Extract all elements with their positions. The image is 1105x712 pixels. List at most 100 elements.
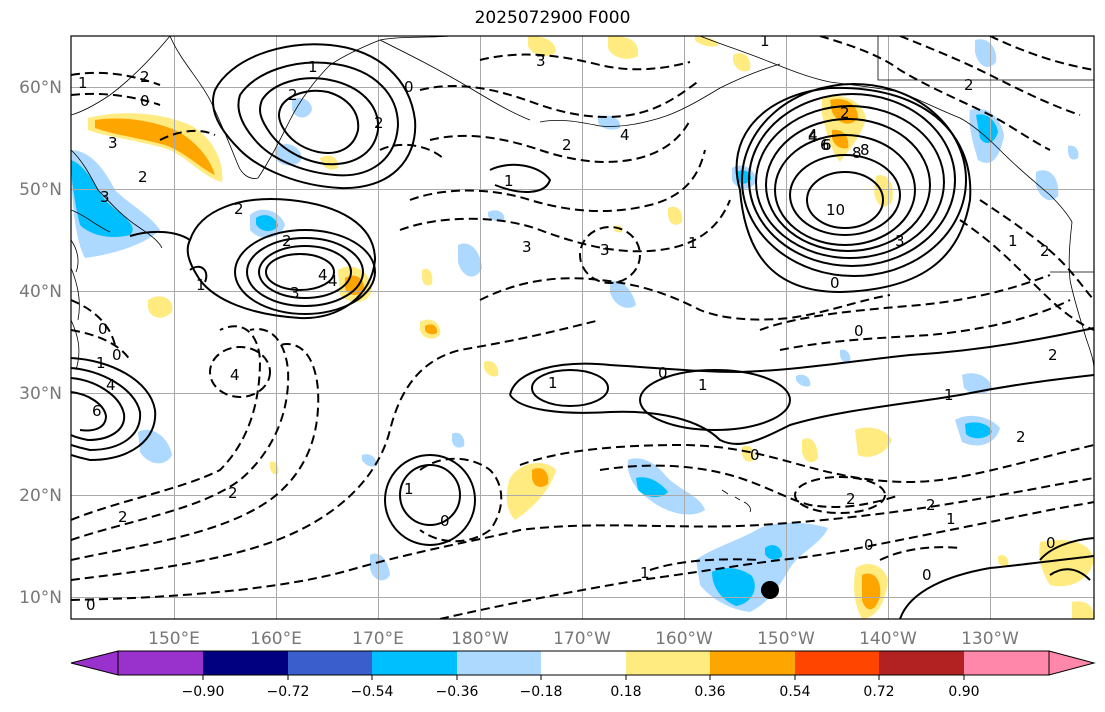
contour-neg-14: [479, 53, 691, 71]
contour-high-10: [806, 171, 884, 229]
colorbar-segment: [372, 651, 457, 675]
contour-label: 2: [840, 104, 850, 122]
contour-42n-4: [265, 253, 335, 291]
lon-tick-label: 150°E: [148, 629, 200, 649]
contour-42n-big: [186, 198, 377, 320]
contour-neg-28: [879, 546, 961, 561]
shade-deepblue-bc: [976, 114, 998, 144]
lon-tick-label: 170°W: [553, 629, 611, 649]
contour-label: 2: [118, 508, 128, 526]
colorbar-label: −0.90: [182, 684, 225, 700]
shade-yellow-26n-c: [742, 445, 755, 462]
contour-42n-1: [234, 229, 376, 315]
contour-label: 10: [826, 201, 845, 219]
shaded-fields: [71, 36, 1094, 619]
lat-axis: 60°N 50°N 40°N 30°N 20°N 10°N: [19, 78, 62, 608]
lat-tick-label: 40°N: [19, 282, 62, 302]
border-ak-canada: [877, 36, 1094, 81]
coastlines: [71, 36, 1094, 513]
coast-northamerica: [1068, 221, 1094, 371]
contour-label: 2: [282, 232, 292, 250]
colorbar-label: −0.18: [520, 684, 563, 700]
contour-label: 6: [820, 136, 830, 154]
contour-label: 0: [1046, 534, 1056, 552]
contour-neg-18: [959, 219, 1094, 331]
contour-neg-ring3: [209, 346, 271, 398]
contour-42n-2: [246, 237, 364, 307]
contour-label: 4: [230, 366, 240, 384]
contour-label: 0: [854, 322, 864, 340]
contour-30n-inner2: [639, 369, 791, 431]
shade-yellow-small-ne: [668, 206, 683, 225]
shade-blue-small-31n: [796, 374, 811, 387]
contour-label: 6: [92, 402, 102, 420]
contour-neg-26: [419, 457, 503, 543]
contour-30n-1: [509, 327, 1094, 396]
shade-blue-small1: [488, 210, 505, 221]
contour-kam-outer: [212, 43, 417, 190]
contour-neg-12: [429, 119, 691, 163]
contour-neg-15: [819, 36, 1051, 151]
contour-label: 3: [536, 52, 546, 70]
contour-label: 2: [964, 76, 974, 94]
contour-label: 2: [846, 490, 856, 508]
contour-label: 2: [234, 200, 244, 218]
contour-neg-11: [409, 149, 706, 213]
lon-axis: 150°E 160°E 170°E 180°W 170°W 160°W 150°…: [148, 629, 1019, 649]
contour-high-6: [755, 105, 945, 259]
contour-high-7: [765, 118, 931, 252]
contours-dashed: [71, 36, 1094, 619]
contour-42n-3: [258, 245, 352, 299]
contour-neg-21: [779, 299, 1071, 351]
shade-orange-north: [95, 118, 215, 175]
shade-blue-small-35n: [840, 349, 851, 363]
contour-neg-25: [71, 299, 116, 346]
contour-label: 0: [922, 566, 932, 584]
colorbar-segment: [457, 651, 541, 675]
contour-neg-10: [399, 199, 731, 253]
colorbar-label: 0.72: [863, 684, 894, 700]
contour-label: 1: [688, 234, 698, 252]
contour-neg-13: [419, 79, 701, 118]
contour-label: 4: [318, 266, 328, 284]
contour-label: 2: [140, 68, 150, 86]
contour-label: 3: [522, 238, 532, 256]
contour-labels: 1 2 0 3 2 3 2 1 2 4 3 2 6 8 4 2 10 8 6 4…: [78, 36, 1058, 614]
shade-yellow-14n-east: [1039, 539, 1094, 587]
lon-tick-label: 180°W: [451, 629, 509, 649]
colorbar-segment: [118, 651, 203, 675]
shade-blue-small-20n: [362, 454, 377, 467]
contour-label: 1: [640, 564, 650, 582]
contour-label: 1: [404, 480, 414, 498]
contour-neg-27: [649, 558, 761, 571]
contour-jp-4: [71, 391, 108, 432]
contour-label: 0: [750, 446, 760, 464]
contour-high-9: [789, 154, 901, 236]
contour-label: 4: [808, 126, 818, 144]
contour-20n-1: [384, 454, 476, 546]
shade-yellow-small-28n: [484, 360, 499, 377]
contour-label: 3: [108, 134, 118, 152]
shade-yellow-small-15n: [998, 555, 1009, 567]
contour-label: 3: [290, 284, 300, 302]
storm-marker: [761, 581, 779, 599]
shade-deepblue-10n-b: [765, 545, 782, 560]
shade-blue-k3: [292, 98, 312, 118]
contour-label: 2: [1016, 428, 1026, 446]
contour-label: 0: [98, 320, 108, 338]
contour-neg-ring1: [794, 476, 886, 514]
colorbar-segment: [541, 651, 626, 675]
colorbar-segment: [879, 651, 964, 675]
contour-neg-4: [71, 319, 601, 581]
contour-neg-22: [71, 92, 161, 106]
colorbar-min-extend: [70, 650, 119, 676]
colorbar-segment: [964, 651, 1049, 675]
lat-tick-label: 30°N: [19, 384, 62, 404]
contour-kam-2: [259, 77, 380, 166]
shade-deepblue-k2: [256, 215, 278, 232]
lat-tick-label: 50°N: [19, 180, 62, 200]
shade-blue-180: [458, 243, 482, 277]
contour-jp-3: [71, 377, 126, 442]
shade-blue-small-24n: [452, 432, 465, 448]
